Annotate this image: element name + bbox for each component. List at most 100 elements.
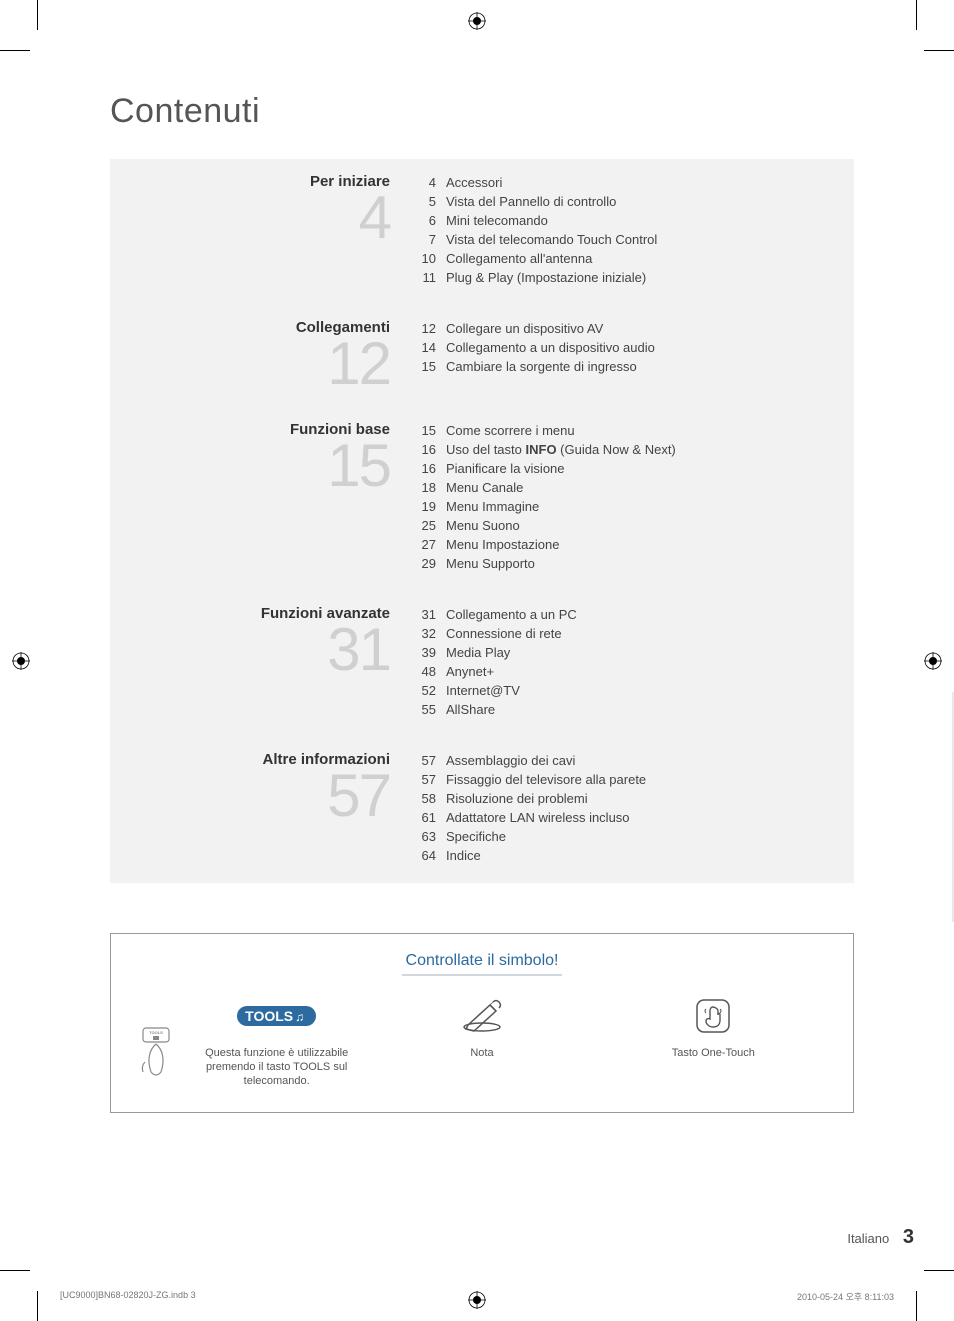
toc-item-page: 16 [420, 440, 446, 459]
toc-section-items: 4Accessori5Vista del Pannello di control… [420, 173, 854, 287]
toc-section-items: 57Assemblaggio dei cavi57Fissaggio del t… [420, 751, 854, 865]
toc-section-left: Funzioni avanzate31 [110, 605, 420, 719]
doc-footer-right: 2010-05-24 오후 8:11:03 [797, 1290, 894, 1303]
toc-item-page: 15 [420, 357, 446, 376]
toc-item-page: 39 [420, 643, 446, 662]
page-content: Contenuti Per iniziare44Accessori5Vista … [40, 52, 914, 1269]
toc-section-bignum: 31 [110, 624, 390, 675]
toc-item-text: Indice [446, 846, 854, 865]
toc-section-bignum: 12 [110, 338, 390, 389]
toc-item-page: 29 [420, 554, 446, 573]
toc-item-text: Come scorrere i menu [446, 421, 854, 440]
toc-item-text: Connessione di rete [446, 624, 854, 643]
cropmark [916, 0, 917, 30]
toc-item-text: Collegamento all'antenna [446, 249, 854, 268]
document-footer: [UC9000]BN68-02820J-ZG.indb 3 2010-05-24… [60, 1290, 894, 1303]
symbol-row: TOOLS TOOLS♫ Questa funzione è utilizzab… [135, 996, 829, 1088]
toc-item-page: 10 [420, 249, 446, 268]
page-footer: Italiano 3 [847, 1226, 914, 1249]
toc-section-bignum: 57 [110, 770, 390, 821]
toc-item-text: Internet@TV [446, 681, 854, 700]
toc-item: 63Specifiche [420, 827, 854, 846]
symbol-box-title: Controllate il simbolo! [135, 952, 829, 976]
toc-item-text: Menu Immagine [446, 497, 854, 516]
toc-item: 16Uso del tasto INFO (Guida Now & Next) [420, 440, 854, 459]
toc-item-text: Adattatore LAN wireless incluso [446, 808, 854, 827]
toc-item-text: Fissaggio del televisore alla parete [446, 770, 854, 789]
footer-language: Italiano [847, 1231, 889, 1246]
toc-item-page: 48 [420, 662, 446, 681]
registration-mark-icon [924, 652, 942, 670]
toc-section-items: 12Collegare un dispositivo AV14Collegame… [420, 319, 854, 389]
toc-item: 57Assemblaggio dei cavi [420, 751, 854, 770]
registration-mark-icon [12, 652, 30, 670]
tools-badge-icon: TOOLS♫ [187, 996, 366, 1036]
toc-item-page: 12 [420, 319, 446, 338]
registration-mark-icon [468, 12, 486, 30]
symbol-col-onetouch: Tasto One-Touch [598, 996, 829, 1060]
toc-item: 57Fissaggio del televisore alla parete [420, 770, 854, 789]
cropmark [0, 50, 30, 51]
onetouch-label: Tasto One-Touch [598, 1046, 829, 1060]
toc-item: 55AllShare [420, 700, 854, 719]
toc-item-text: Menu Suono [446, 516, 854, 535]
cropmark [37, 0, 38, 30]
footer-page-number: 3 [903, 1226, 914, 1248]
toc-section: Funzioni base1515Come scorrere i menu16U… [110, 407, 854, 591]
symbol-col-note: Nota [366, 996, 597, 1060]
toc-item-text: Menu Impostazione [446, 535, 854, 554]
toc-section-left: Funzioni base15 [110, 421, 420, 573]
note-label: Nota [366, 1046, 597, 1060]
toc-item: 14Collegamento a un dispositivo audio [420, 338, 854, 357]
toc-item: 64Indice [420, 846, 854, 865]
toc-item-text: Accessori [446, 173, 854, 192]
toc-item: 52Internet@TV [420, 681, 854, 700]
symbol-col-tools: TOOLS TOOLS♫ Questa funzione è utilizzab… [135, 996, 366, 1088]
toc-item-text: Collegare un dispositivo AV [446, 319, 854, 338]
toc-item-page: 64 [420, 846, 446, 865]
toc-section: Per iniziare44Accessori5Vista del Pannel… [110, 159, 854, 305]
toc-item-page: 25 [420, 516, 446, 535]
toc-item-text: Menu Canale [446, 478, 854, 497]
toc-item-page: 57 [420, 770, 446, 789]
toc-item-text: Risoluzione dei problemi [446, 789, 854, 808]
toc-section-title: Per iniziare [110, 173, 390, 190]
toc-item: 29Menu Supporto [420, 554, 854, 573]
toc-item-page: 27 [420, 535, 446, 554]
svg-text:TOOLS: TOOLS [149, 1030, 163, 1035]
toc-item: 10Collegamento all'antenna [420, 249, 854, 268]
pencil-icon [366, 996, 597, 1036]
toc-section-left: Altre informazioni57 [110, 751, 420, 865]
toc-item: 15Come scorrere i menu [420, 421, 854, 440]
table-of-contents: Per iniziare44Accessori5Vista del Pannel… [110, 159, 854, 883]
toc-item-page: 58 [420, 789, 446, 808]
toc-item-page: 15 [420, 421, 446, 440]
toc-item: 58Risoluzione dei problemi [420, 789, 854, 808]
toc-section: Altre informazioni5757Assemblaggio dei c… [110, 737, 854, 883]
toc-item-text: Plug & Play (Impostazione iniziale) [446, 268, 854, 287]
toc-item-page: 5 [420, 192, 446, 211]
toc-item: 5Vista del Pannello di controllo [420, 192, 854, 211]
toc-item: 15Cambiare la sorgente di ingresso [420, 357, 854, 376]
toc-item: 39Media Play [420, 643, 854, 662]
toc-item-page: 52 [420, 681, 446, 700]
toc-item-text: Specifiche [446, 827, 854, 846]
tools-badge-label: TOOLS [245, 1008, 293, 1024]
toc-section-items: 31Collegamento a un PC32Connessione di r… [420, 605, 854, 719]
toc-item-page: 63 [420, 827, 446, 846]
toc-item-page: 4 [420, 173, 446, 192]
toc-section-left: Per iniziare4 [110, 173, 420, 287]
toc-item: 7Vista del telecomando Touch Control [420, 230, 854, 249]
toc-item-text: Vista del telecomando Touch Control [446, 230, 854, 249]
toc-item-page: 61 [420, 808, 446, 827]
toc-item: 31Collegamento a un PC [420, 605, 854, 624]
toc-section: Collegamenti1212Collegare un dispositivo… [110, 305, 854, 407]
tools-description: Questa funzione è utilizzabile premendo … [187, 1046, 366, 1088]
toc-item-page: 31 [420, 605, 446, 624]
toc-item: 11Plug & Play (Impostazione iniziale) [420, 268, 854, 287]
toc-item: 61Adattatore LAN wireless incluso [420, 808, 854, 827]
toc-item-text: Assemblaggio dei cavi [446, 751, 854, 770]
toc-item: 19Menu Immagine [420, 497, 854, 516]
cropmark [924, 1270, 954, 1271]
toc-item-page: 55 [420, 700, 446, 719]
